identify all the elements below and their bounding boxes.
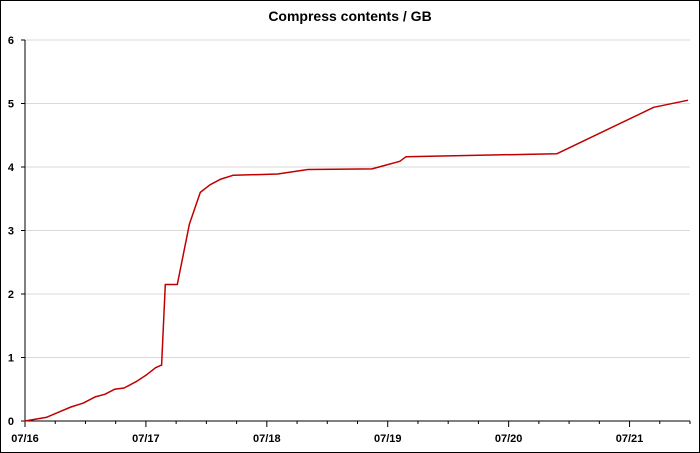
- y-tick-label: 0: [8, 416, 14, 428]
- series-line: [24, 99, 688, 422]
- series-layer: [24, 99, 689, 422]
- x-tick-label: 07/16: [11, 433, 39, 445]
- data-point: [164, 283, 166, 286]
- y-tick-label: 6: [8, 35, 14, 47]
- x-axis-ticks: 07/16 07/17 07/18 07/19 07/20 07/21: [11, 421, 691, 445]
- data-point: [24, 420, 26, 422]
- data-point: [399, 160, 401, 162]
- data-point: [686, 99, 689, 101]
- chart-title: Compress contents / GB: [268, 8, 432, 24]
- data-point: [82, 402, 84, 404]
- data-point: [371, 168, 373, 170]
- data-point: [145, 374, 147, 376]
- x-tick-label: 07/18: [253, 433, 281, 445]
- x-tick-label: 07/17: [132, 433, 160, 445]
- data-point: [277, 173, 279, 175]
- y-tick-label: 4: [8, 162, 15, 174]
- x-tick-label: 07/20: [495, 433, 523, 445]
- y-tick-label: 2: [8, 289, 14, 301]
- x-tick-label: 07/21: [616, 433, 644, 445]
- data-point: [123, 387, 125, 389]
- data-point: [135, 381, 137, 383]
- data-point: [209, 184, 211, 186]
- data-point: [104, 393, 106, 395]
- data-point: [70, 406, 72, 408]
- data-point: [653, 106, 655, 108]
- data-point: [556, 153, 558, 155]
- data-point: [58, 411, 60, 413]
- data-point: [154, 367, 157, 369]
- y-tick-label: 5: [8, 99, 14, 111]
- data-point: [405, 156, 407, 158]
- data-point: [113, 388, 116, 390]
- data-point: [46, 416, 48, 418]
- data-point: [176, 283, 178, 286]
- data-point: [199, 191, 201, 193]
- data-point: [188, 223, 191, 225]
- x-tick-label: 07/19: [374, 433, 402, 445]
- data-point: [307, 168, 309, 171]
- y-tick-label: 3: [8, 226, 14, 238]
- y-axis-ticks: 0 1 2 3 4 5 6: [8, 35, 25, 428]
- data-point: [232, 174, 234, 176]
- data-point: [94, 396, 96, 398]
- data-point: [161, 364, 163, 366]
- y-tick-label: 1: [8, 353, 14, 365]
- data-point: [220, 178, 222, 180]
- grid-lines: [25, 39, 690, 358]
